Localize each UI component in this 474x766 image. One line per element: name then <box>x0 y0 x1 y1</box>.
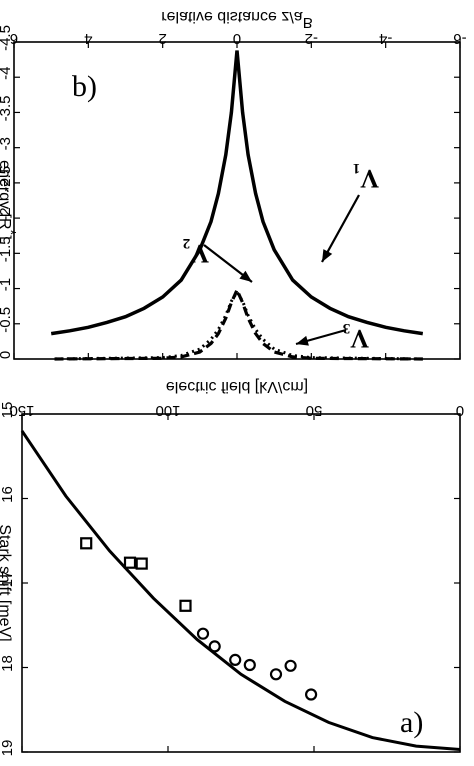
panel-b-ticks: -6 -4 -2 0 2 4 6 0 -0.5 -1 -1.5 -2 -2.5 -3 -3.5 -4 -4.5 <box>0 25 467 360</box>
panel-b-annotation-V3: V3 <box>343 320 369 353</box>
panel-b-xtick-label: 0 <box>233 30 241 47</box>
panel-a-square-marker <box>135 557 148 570</box>
panel-a-xtick-label: 50 <box>306 402 323 419</box>
panel-a-label: a) <box>400 706 423 739</box>
panel-a-circle-marker <box>208 640 221 653</box>
panel-a-curves <box>20 430 461 751</box>
panel-b-ytick-label: -3 <box>0 137 14 150</box>
panel-b-arrowhead <box>296 335 309 346</box>
panel-a-square-marker <box>179 599 192 612</box>
panel-a-square-marker <box>80 537 93 550</box>
panel-a-ytick-label: 15 <box>0 402 16 419</box>
panel-b-series-V3 <box>51 289 423 361</box>
panel-b-annotation-V1: V1 <box>353 160 379 193</box>
panel-a-ytick-label: 17 <box>0 571 16 588</box>
panel-b-xtick-label: -4 <box>379 30 392 47</box>
panel-a-xlabel: electric field [kV/cm] <box>166 378 308 395</box>
panel-b-xtick-label: 6 <box>10 30 18 47</box>
panel-a-xtick-label: 150 <box>9 402 34 419</box>
panel-b-ytick-label: -1 <box>0 278 14 291</box>
panel-a-xtick-label: 0 <box>456 402 464 419</box>
panel-b-ytick-label: -2 <box>0 207 14 220</box>
panel-a-ytick-label: 18 <box>0 655 16 672</box>
panel-b-arrow <box>321 194 360 263</box>
panel-b-series-V1 <box>50 50 424 336</box>
panel-a-circle-marker <box>305 688 318 701</box>
panel-a-theory-curve <box>20 430 461 751</box>
panel-b-label: b) <box>72 70 97 103</box>
panel-b-ytick-label: -2.5 <box>0 166 14 192</box>
panel-b-xtick-label: -6 <box>453 30 466 47</box>
panel-b-series-V2 <box>51 286 423 361</box>
panel-a-ytick-label: 16 <box>0 486 16 503</box>
panel-b-ytick-label: -4 <box>0 67 14 80</box>
panel-a-ytick-label: 19 <box>0 740 16 757</box>
panel-b: -6-4-202460-0.5-1-1.5-2-2.5-3-3.5-4-4.5 … <box>0 8 467 361</box>
panel-a-frame <box>21 413 461 753</box>
panel-b-xtick-label: 4 <box>84 30 92 47</box>
panel-b-xtick-label: -2 <box>305 30 318 47</box>
panel-b-xlabel: relative distance z/aB <box>161 8 312 31</box>
panel-b-ytick-label: 0 <box>0 351 14 359</box>
panel-a-circle-marker <box>284 659 297 672</box>
panel-b-ylabel: energy [R*] <box>0 160 19 240</box>
panel-b-arrowhead <box>239 270 252 282</box>
mirrored-plots: -6-4-202460-0.5-1-1.5-2-2.5-3-3.5-4-4.5 … <box>0 8 467 756</box>
panel-a-circle-marker <box>243 658 256 672</box>
panel-b-annotation-V2: V2 <box>183 235 209 268</box>
panel-a-ylabel: Stark shift [meV] <box>0 524 13 641</box>
panel-b-arrowhead <box>322 249 333 262</box>
panel-b-ytick-label: -3.5 <box>0 96 14 122</box>
panel-b-ytick-label: -4.5 <box>0 25 14 51</box>
panel-b-ytick-label: -0.5 <box>0 307 14 333</box>
panel-a-circle-marker <box>229 653 242 667</box>
panel-a-xtick-label: 100 <box>155 402 180 419</box>
panel-b-ytick-label: -1.5 <box>0 236 14 262</box>
panel-a-circle-marker <box>196 627 210 640</box>
panel-b-curves <box>50 50 424 361</box>
panel-b-xtick-label: 2 <box>158 30 166 47</box>
panel-a-markers <box>80 537 318 701</box>
panel-a-square-marker <box>123 556 137 569</box>
panel-a-circle-marker <box>269 668 283 681</box>
panel-b-annotations: V1 V2 V3 <box>183 160 379 353</box>
